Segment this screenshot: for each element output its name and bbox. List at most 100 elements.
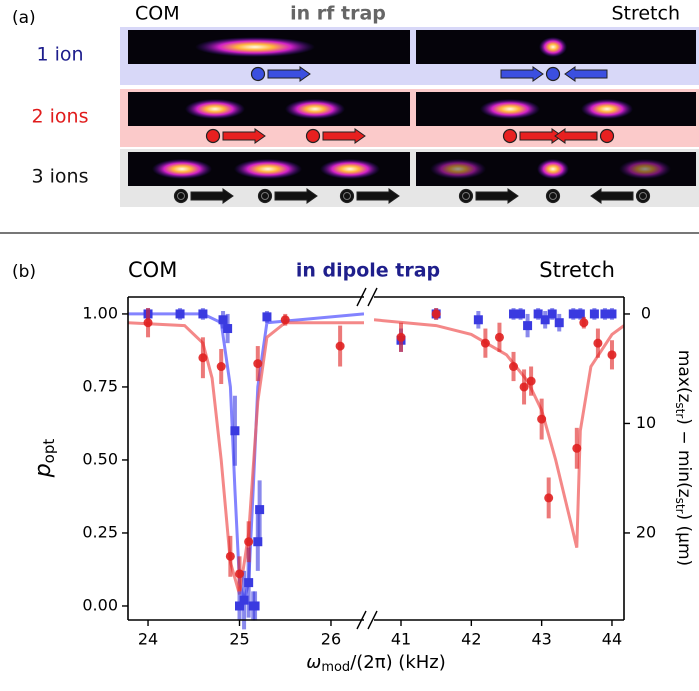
data-point xyxy=(239,595,249,605)
data-point xyxy=(335,341,345,351)
ion-glow xyxy=(185,99,245,119)
chart-title: in dipole trap xyxy=(296,260,440,282)
data-point xyxy=(607,309,617,319)
data-point xyxy=(547,309,557,319)
y-tick-label: 0.50 xyxy=(82,449,118,468)
data-point xyxy=(255,505,265,515)
y-tick-label: 0.75 xyxy=(82,376,118,395)
data-point xyxy=(225,551,235,561)
data-point xyxy=(600,309,610,319)
panel-label: (a) xyxy=(12,8,36,28)
data-point xyxy=(473,315,483,325)
left-title: COM xyxy=(135,3,180,25)
data-point xyxy=(589,309,599,319)
ion-ring xyxy=(639,192,647,200)
x-label-sub: mod xyxy=(321,660,350,675)
ion-arrow xyxy=(590,188,634,204)
data-point xyxy=(537,414,547,424)
y-axis-label: popt xyxy=(31,439,58,479)
x-tick-label: 25 xyxy=(229,630,249,649)
chart: (b) COM in dipole trap Stretch 24 25 26 41 42 43 4… xyxy=(12,258,694,675)
data-point xyxy=(533,309,543,319)
data-point xyxy=(526,376,536,386)
data-point xyxy=(143,318,153,328)
data-point xyxy=(230,426,240,436)
ion xyxy=(173,188,189,204)
x-tick-label: 44 xyxy=(602,630,622,649)
data-point xyxy=(175,309,185,319)
y2-tick-label: 10 xyxy=(636,413,656,432)
data-point xyxy=(223,324,233,334)
y2-label-part: max(z xyxy=(674,350,694,403)
data-point xyxy=(607,350,617,360)
y2-label-sub: str xyxy=(674,498,688,514)
ion-glow xyxy=(285,99,345,119)
data-point xyxy=(519,382,529,392)
y-tick-label: 0.00 xyxy=(82,595,118,614)
axis-break xyxy=(367,610,378,630)
x-label-rest: /(2π) (kHz) xyxy=(350,652,446,673)
y2-tick-label: 20 xyxy=(636,522,656,541)
ion-ring xyxy=(177,192,185,200)
data-point xyxy=(480,338,490,348)
ion xyxy=(339,188,355,204)
ion-arrow xyxy=(274,188,318,204)
axis-break xyxy=(356,610,367,630)
data-point xyxy=(540,315,550,325)
data-point xyxy=(572,443,582,453)
row-label: 1 ion xyxy=(36,44,83,66)
data-point xyxy=(253,359,263,369)
y2-tick-label: 0 xyxy=(641,303,651,322)
y2-label-part: ) (μm) xyxy=(674,514,694,567)
data-point xyxy=(250,601,260,611)
ion xyxy=(205,128,221,144)
rows: 1 ion 2 ions 3 ions xyxy=(32,27,699,207)
ion xyxy=(545,66,561,82)
data-point xyxy=(253,537,263,547)
ion-glow xyxy=(320,159,380,179)
data-point xyxy=(280,315,290,325)
ion xyxy=(257,188,273,204)
data-point xyxy=(216,362,226,372)
right-title: Stretch xyxy=(611,3,680,25)
data-point xyxy=(431,309,441,319)
ion-arrow xyxy=(554,128,598,144)
ion-arrow xyxy=(356,188,400,204)
data-point xyxy=(516,309,526,319)
fit-line xyxy=(128,321,364,595)
data-point xyxy=(244,578,254,588)
ion-arrow xyxy=(500,66,544,82)
ion-ring xyxy=(261,192,269,200)
ion xyxy=(545,188,561,204)
ion-ring xyxy=(549,192,557,200)
ion-glow xyxy=(480,99,540,119)
data-point xyxy=(579,318,589,328)
ion xyxy=(250,66,266,82)
ion-arrow xyxy=(475,188,519,204)
x-label-symbol: ω xyxy=(306,652,321,673)
ion-glow xyxy=(195,37,315,57)
ion-glow xyxy=(430,159,486,179)
data-point xyxy=(593,338,603,348)
ion-glow xyxy=(539,37,567,57)
ion-arrow xyxy=(519,128,563,144)
ion-arrow xyxy=(267,66,311,82)
ion-glow xyxy=(234,159,302,179)
y-label-main: p xyxy=(31,463,56,478)
ion-glow xyxy=(152,159,212,179)
y2-axis-label: max(zstr) − min(zstr) (μm) xyxy=(674,350,695,566)
data-point xyxy=(509,309,519,319)
ion-glow xyxy=(619,159,671,179)
ion-ring xyxy=(343,192,351,200)
row-label: 2 ions xyxy=(32,106,89,128)
x-tick-label: 43 xyxy=(531,630,551,649)
camera-image xyxy=(416,92,696,126)
fits-right xyxy=(374,318,624,548)
data-point xyxy=(235,569,245,579)
x-axis-label: ωmod/(2π) (kHz) xyxy=(306,652,446,675)
ion xyxy=(458,188,474,204)
data-point xyxy=(198,353,208,363)
data-point xyxy=(494,332,504,342)
data-point xyxy=(244,537,254,547)
